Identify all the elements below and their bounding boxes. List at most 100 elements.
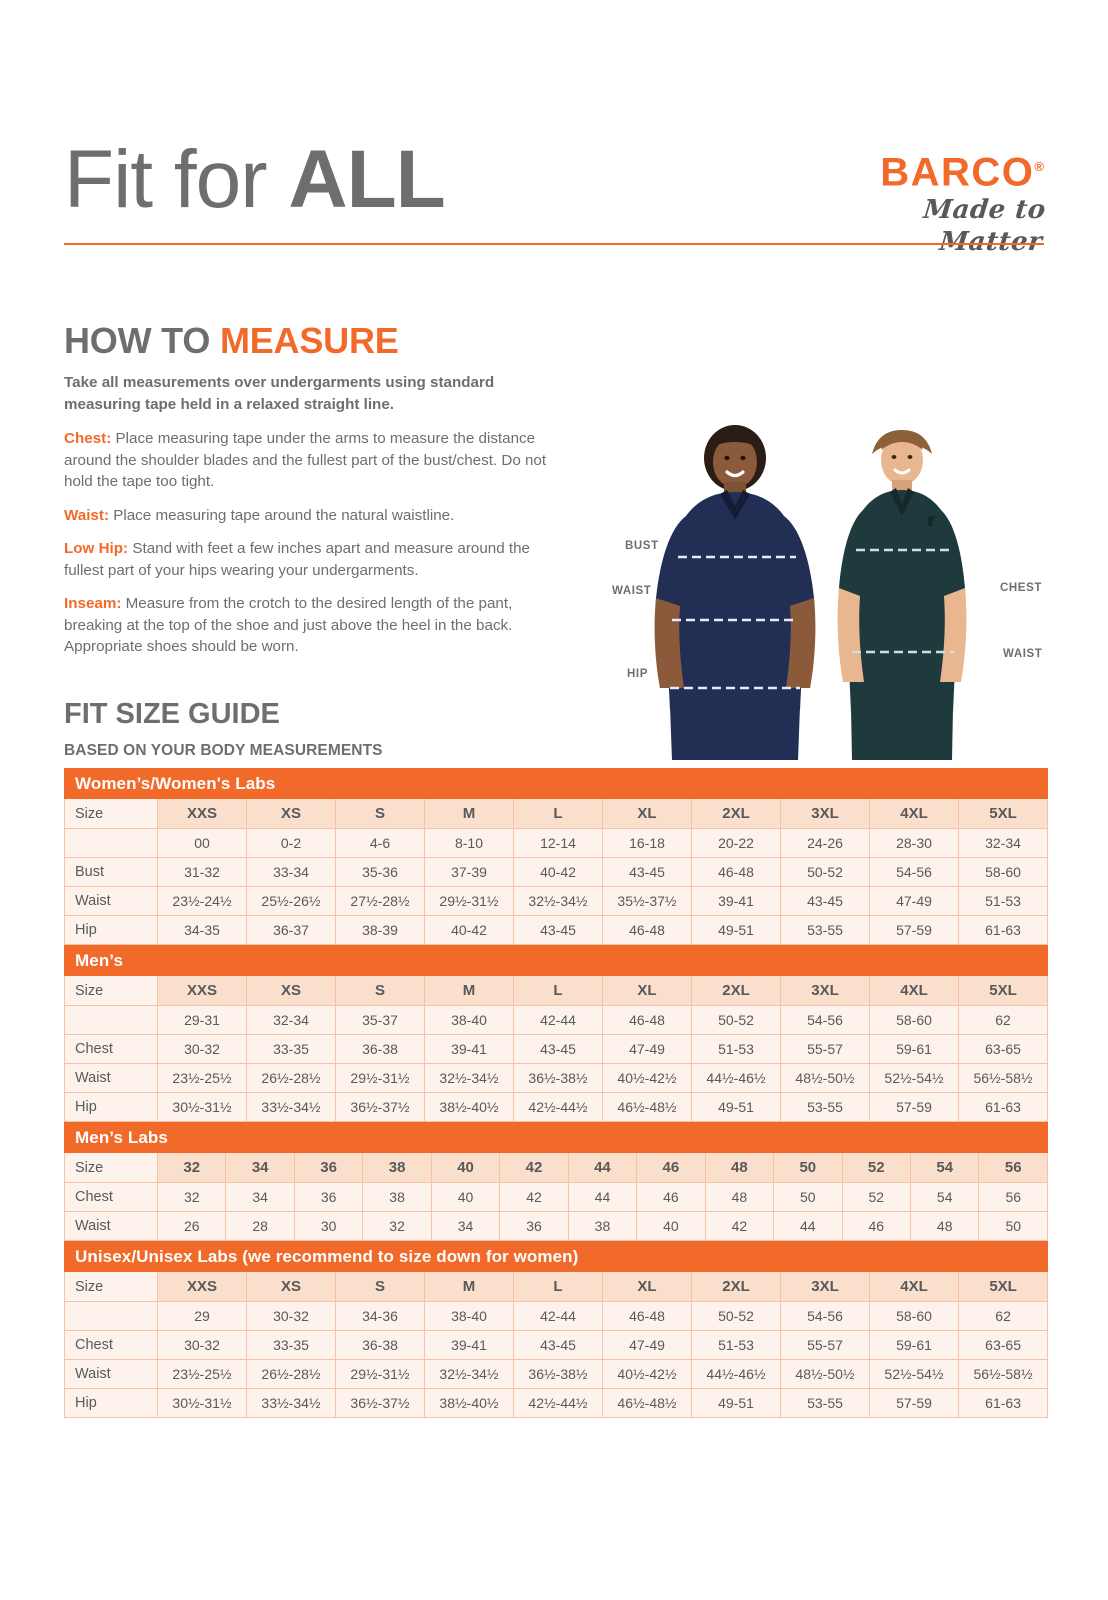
measurement-value-cell: 46½-48½ — [602, 1388, 692, 1418]
measurement-value-cell: 40 — [636, 1211, 706, 1241]
measurement-label-cell: Hip — [64, 1388, 158, 1418]
size-label-cell: Size — [64, 975, 158, 1006]
measurement-value-cell: 40½-42½ — [602, 1063, 692, 1093]
size-header-cell: 32 — [156, 1152, 227, 1183]
measure-item-inseam-label: Inseam: — [64, 595, 122, 612]
measurement-value-cell: 53-55 — [780, 1388, 870, 1418]
measurement-value-cell: 47-49 — [602, 1034, 692, 1064]
table-band-row: Women’s/Women's Labs — [63, 768, 1049, 799]
measurement-value-cell: 49-51 — [691, 1092, 781, 1122]
numeric-size-cell: 58-60 — [869, 1301, 959, 1331]
measurement-value-cell: 40-42 — [424, 915, 514, 945]
measurement-value-cell: 42 — [704, 1211, 775, 1241]
measurement-value-cell: 56½-58½ — [957, 1359, 1049, 1389]
numeric-size-cell: 42-44 — [513, 1301, 603, 1331]
measurement-value-cell: 38½-40½ — [424, 1092, 514, 1122]
measurement-value-cell: 43-45 — [602, 857, 692, 887]
size-header-cell: L — [513, 1271, 603, 1302]
size-header-cell: 36 — [293, 1152, 364, 1183]
measurement-value-cell: 33½-34½ — [246, 1388, 336, 1418]
table-row: Chest 32 34 36 38 40 42 44 46 48 50 52 54 56 — [64, 1182, 1049, 1212]
measurement-value-cell: 32½-34½ — [424, 1359, 514, 1389]
size-header-cell: M — [424, 1271, 514, 1302]
numeric-size-cell: 46-48 — [602, 1301, 692, 1331]
measurement-value-cell: 33-35 — [246, 1330, 336, 1360]
size-header-cell: XXS — [157, 798, 247, 829]
measurement-value-cell: 43-45 — [513, 1330, 603, 1360]
numeric-size-cell: 0-2 — [246, 828, 336, 858]
measurement-value-cell: 36-38 — [335, 1034, 425, 1064]
measurement-value-cell: 51-53 — [691, 1330, 781, 1360]
measurement-label-cell: Waist — [64, 886, 158, 916]
measurement-value-cell: 30-32 — [157, 1034, 247, 1064]
size-header-cell: XL — [602, 798, 692, 829]
measurement-value-cell: 38½-40½ — [424, 1388, 514, 1418]
measurement-value-cell: 36 — [499, 1211, 569, 1241]
size-header-cell: 40 — [430, 1152, 501, 1183]
measurement-value-cell: 50-52 — [780, 857, 870, 887]
measure-item-low-hip: Low Hip: Stand with feet a few inches ap… — [64, 538, 564, 581]
numeric-size-cell: 62 — [957, 1301, 1049, 1331]
label-waist-left: WAIST — [612, 585, 652, 597]
measurement-value-cell: 32 — [362, 1211, 432, 1241]
numeric-size-cell: 42-44 — [513, 1005, 603, 1035]
size-header-cell: L — [513, 975, 603, 1006]
measurement-value-cell: 52 — [841, 1182, 911, 1212]
page-title-bold: ALL — [288, 134, 445, 225]
page-header: Fit for ALL BARCO® Made to Matter — [64, 134, 1047, 257]
page-title: Fit for ALL — [64, 132, 446, 228]
measure-item-inseam: Inseam: Measure from the crotch to the d… — [64, 593, 564, 658]
measurement-value-cell: 52½-54½ — [869, 1063, 959, 1093]
measurement-value-cell: 42 — [499, 1182, 569, 1212]
numeric-size-cell: 12-14 — [513, 828, 603, 858]
size-header-cell: XS — [246, 1271, 336, 1302]
measurement-value-cell: 57-59 — [869, 1388, 959, 1418]
measurement-value-cell: 29½-31½ — [335, 1359, 425, 1389]
fit-size-guide-subtitle: BASED ON YOUR BODY MEASUREMENTS — [64, 742, 383, 759]
size-table-1: Men’s Size XXS XS S M L XL 2XL 3XL 4XL 5XL 29-31 32-3… — [63, 945, 1049, 1122]
measurement-value-cell: 27½-28½ — [335, 886, 425, 916]
size-header-cell: XS — [246, 798, 336, 829]
measurement-value-cell: 38 — [567, 1211, 638, 1241]
measurement-value-cell: 44 — [567, 1182, 638, 1212]
measurement-value-cell: 63-65 — [957, 1034, 1049, 1064]
measurement-value-cell: 34-35 — [157, 915, 247, 945]
measurement-value-cell: 44½-46½ — [691, 1359, 781, 1389]
measurement-value-cell: 26½-28½ — [246, 1063, 336, 1093]
table-row: Chest 30-32 33-35 36-38 39-41 43-45 47-49 51-53… — [64, 1330, 1049, 1360]
measurement-value-cell: 31-32 — [157, 857, 247, 887]
measurement-value-cell: 36½-37½ — [335, 1092, 425, 1122]
measurement-value-cell: 29½-31½ — [424, 886, 514, 916]
models-illustration — [654, 425, 967, 760]
numeric-size-cell: 35-37 — [335, 1005, 425, 1035]
measurement-value-cell: 51-53 — [957, 886, 1049, 916]
size-tables: Women’s/Women's Labs Size XXS XS S M L XL 2XL 3XL… — [63, 768, 1049, 1418]
measurement-value-cell: 47-49 — [869, 886, 959, 916]
measurement-value-cell: 36½-37½ — [335, 1388, 425, 1418]
numeric-size-row: 29-31 32-34 35-37 38-40 42-44 46-48 50-52 54-56… — [64, 1005, 1049, 1035]
measurement-value-cell: 32½-34½ — [513, 886, 603, 916]
measurement-value-cell: 52½-54½ — [869, 1359, 959, 1389]
size-header-cell: 42 — [499, 1152, 569, 1183]
size-header-cell: 38 — [362, 1152, 432, 1183]
size-header-cell: S — [335, 1271, 425, 1302]
brand-name-text: BARCO — [880, 150, 1035, 195]
empty-cell — [64, 1301, 158, 1331]
numeric-size-cell: 34-36 — [335, 1301, 425, 1331]
size-header-cell: 2XL — [691, 1271, 781, 1302]
measurement-value-cell: 50 — [773, 1182, 843, 1212]
measurement-value-cell: 59-61 — [869, 1330, 959, 1360]
table-header-row: Size XXS XS S M L XL 2XL 3XL 4XL 5XL — [64, 975, 1049, 1006]
measurement-value-cell: 39-41 — [424, 1034, 514, 1064]
measurement-value-cell: 40½-42½ — [602, 1359, 692, 1389]
measurement-label-cell: Hip — [64, 915, 158, 945]
measurement-value-cell: 33-35 — [246, 1034, 336, 1064]
numeric-size-cell: 29-31 — [157, 1005, 247, 1035]
table-row: Waist 26 28 30 32 34 36 38 40 42 44 46 48 50 — [64, 1211, 1049, 1241]
measurement-value-cell: 43-45 — [780, 886, 870, 916]
numeric-size-cell: 29 — [157, 1301, 247, 1331]
measure-item-chest-label: Chest: — [64, 430, 112, 447]
barco-logo: BARCO® Made to Matter — [834, 146, 1047, 258]
measurement-value-cell: 38 — [362, 1182, 432, 1212]
